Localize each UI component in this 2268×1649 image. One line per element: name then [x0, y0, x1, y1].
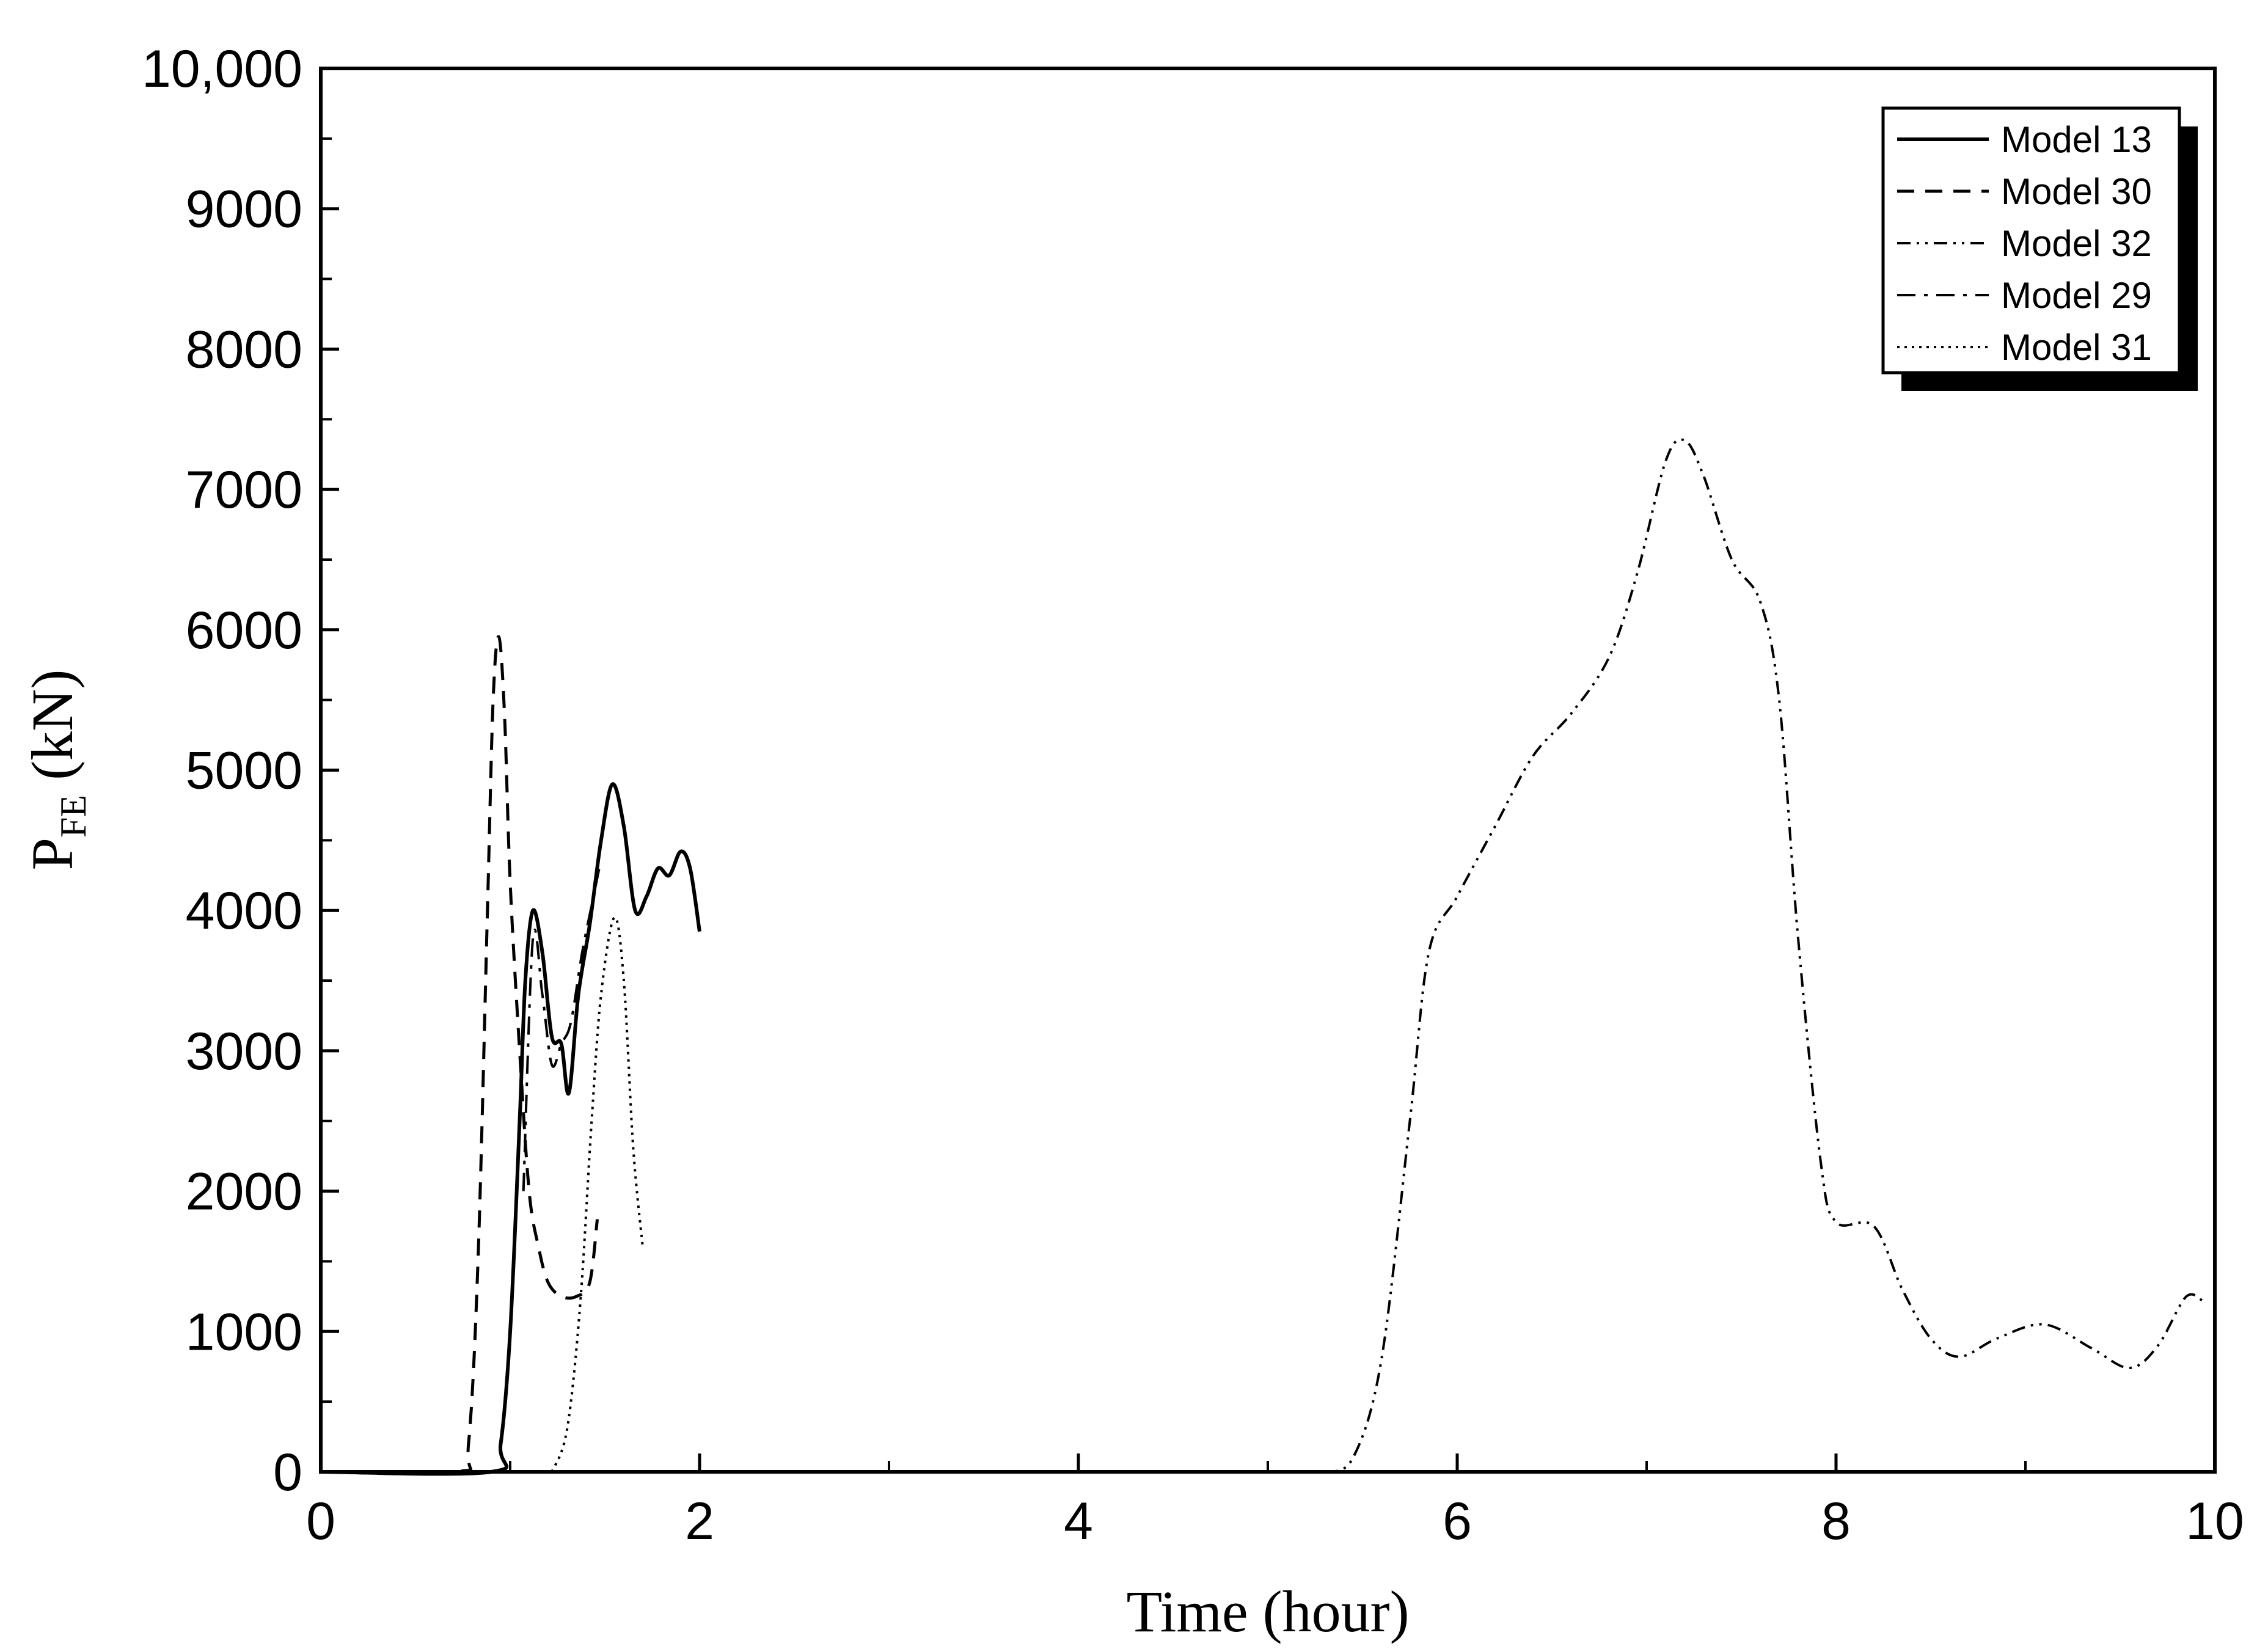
- y-tick-label-9: 9000: [186, 180, 302, 239]
- y-tick-label-5: 5000: [186, 742, 302, 800]
- legend-items: Model 13 Model 30 Model 32 Model 29 Model 31: [1897, 119, 2152, 368]
- x-tick-label-4: 8: [1821, 1492, 1851, 1551]
- x-tick-label-1: 2: [685, 1492, 714, 1551]
- y-tick-label-4: 4000: [186, 882, 302, 940]
- legend-box: [1881, 106, 2181, 375]
- y-axis-title-unit: (kN): [20, 670, 85, 795]
- x-tick-label-0: 0: [306, 1492, 335, 1551]
- y-tick-label-7: 7000: [186, 461, 302, 519]
- x-axis-title: Time (hour): [1126, 1579, 1409, 1644]
- series-line-1: [320, 782, 701, 1476]
- series-line-3: [1324, 438, 2206, 1473]
- y-axis-title-main: P: [20, 838, 85, 870]
- series-line-2: [320, 635, 599, 1475]
- y-tick-label-10: 10,000: [142, 40, 302, 98]
- legend-label-5: Model 31: [2001, 327, 2152, 368]
- x-tick-label-3: 6: [1443, 1492, 1472, 1551]
- legend-label-4: Model 29: [2001, 275, 2152, 316]
- legend-label-1: Model 13: [2001, 119, 2152, 160]
- y-axis: 0 1000 2000 3000 4000 5000 6000 7000 8000 9000 10,…: [142, 40, 339, 1502]
- x-tick-label-5: 10: [2186, 1492, 2244, 1551]
- y-tick-label-2: 2000: [186, 1163, 302, 1221]
- legend-label-3: Model 32: [2001, 223, 2152, 264]
- legend: Model 13 Model 30 Model 32 Model 29 Model 31: [1881, 106, 2198, 391]
- y-tick-label-6: 6000: [186, 601, 302, 660]
- series-line-5: [551, 916, 644, 1472]
- y-axis-title-subscript: FE: [53, 795, 93, 838]
- y-tick-label-8: 8000: [186, 320, 302, 379]
- legend-label-2: Model 30: [2001, 171, 2152, 212]
- series-line-4: [522, 868, 601, 1191]
- y-tick-label-1: 1000: [186, 1303, 302, 1361]
- x-tick-label-2: 4: [1064, 1492, 1093, 1551]
- y-tick-label-3: 3000: [186, 1022, 302, 1081]
- x-axis: 0 2 4 6 8 10: [306, 1453, 2244, 1551]
- series-layer: [320, 438, 2206, 1476]
- y-axis-title: PFE (kN): [20, 670, 93, 871]
- y-tick-label-0: 0: [273, 1443, 302, 1502]
